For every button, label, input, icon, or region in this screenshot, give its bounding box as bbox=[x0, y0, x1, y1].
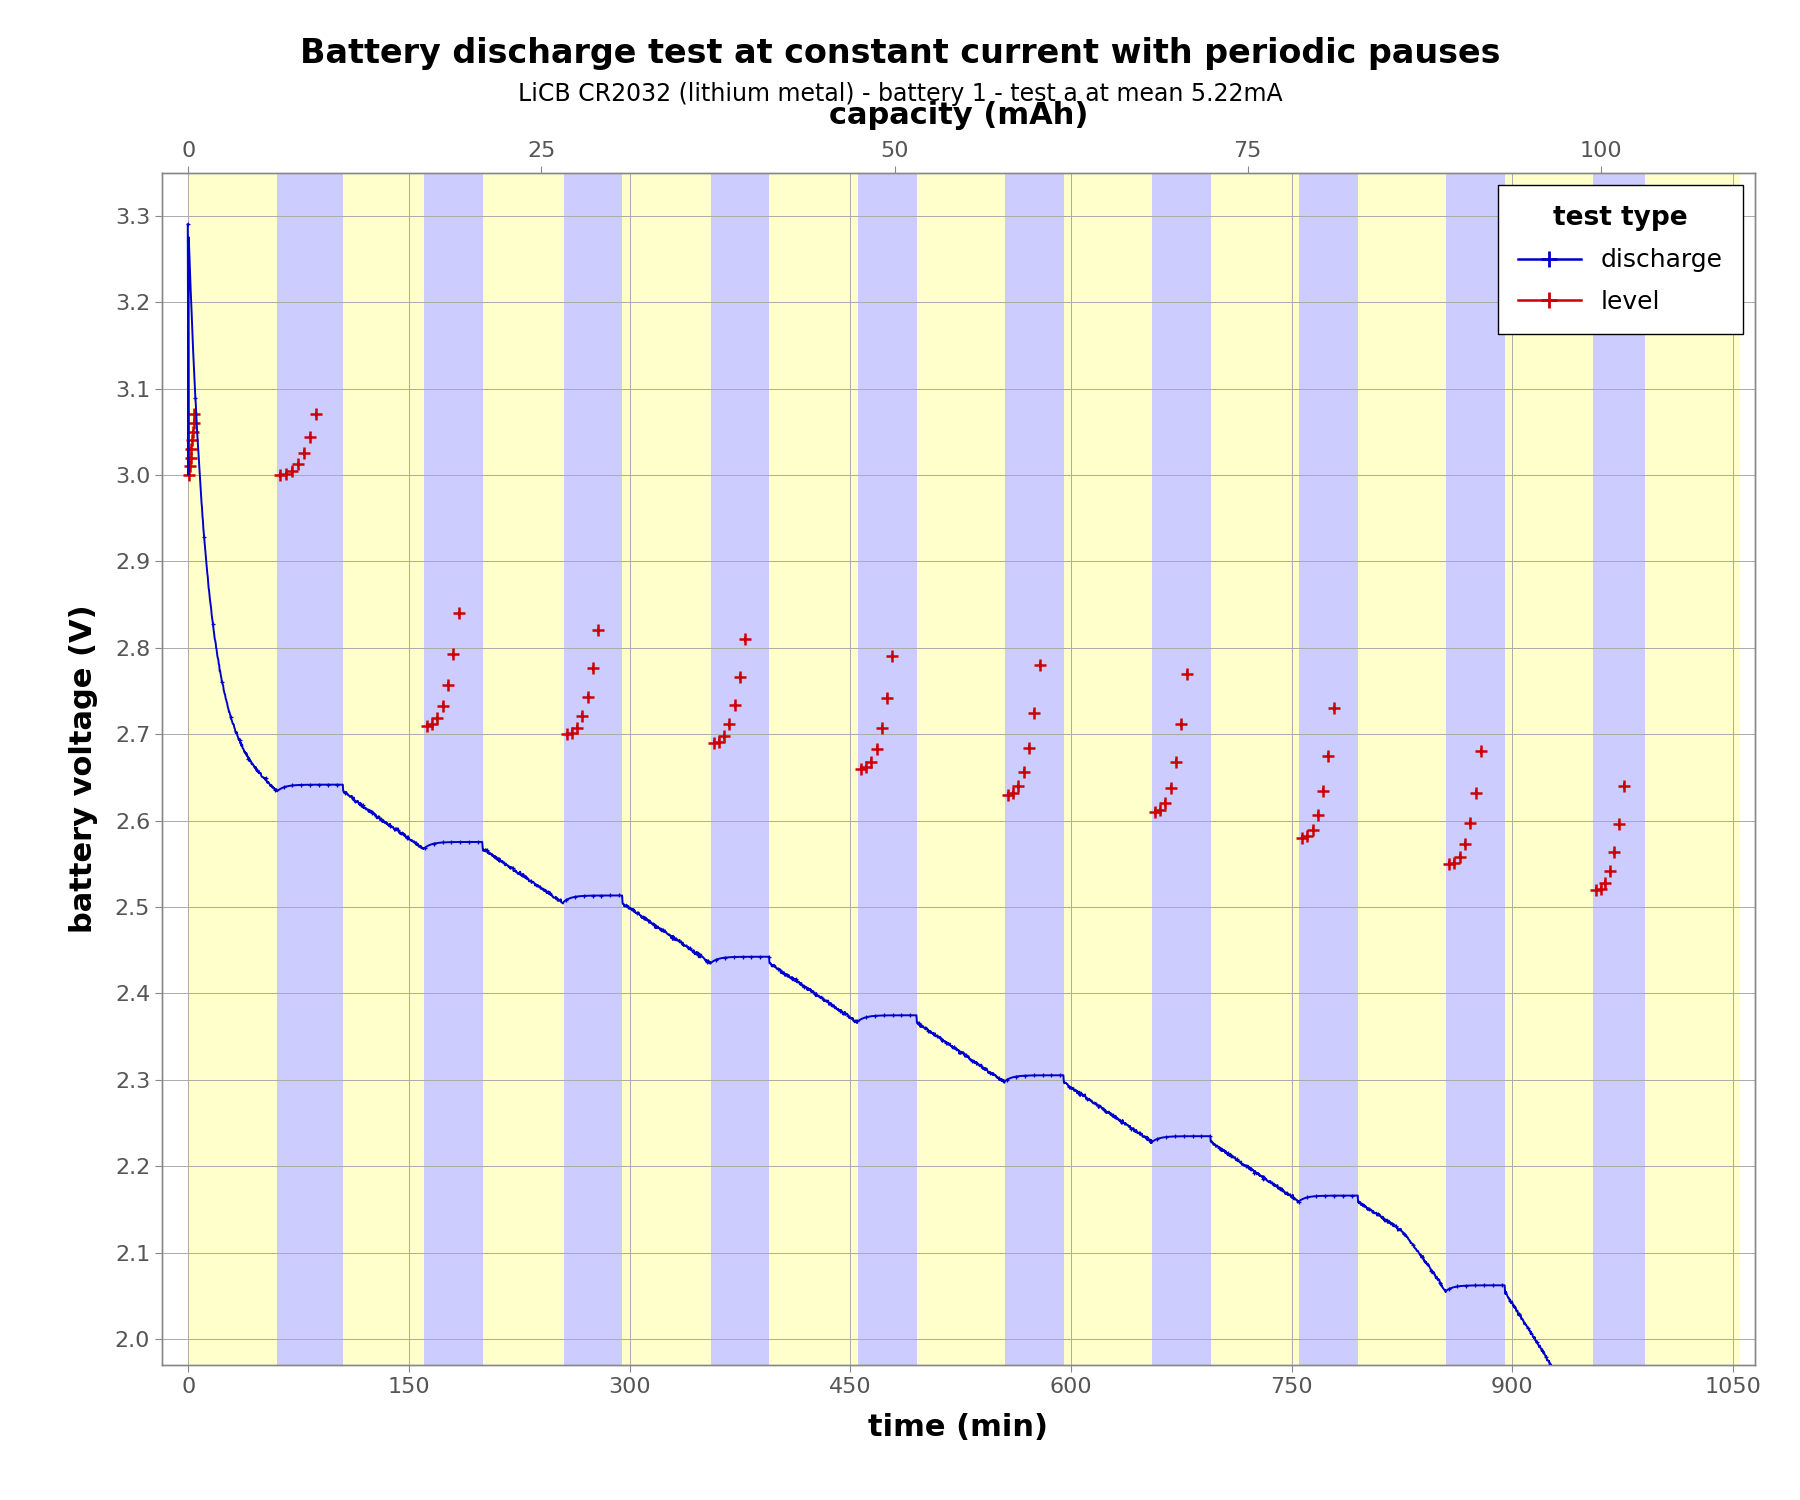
X-axis label: capacity (mAh): capacity (mAh) bbox=[828, 100, 1089, 130]
X-axis label: time (min): time (min) bbox=[868, 1413, 1048, 1443]
Bar bbox=[1593, 172, 1645, 1365]
Bar bbox=[1211, 172, 1300, 1365]
Bar bbox=[563, 172, 623, 1365]
Line: discharge: discharge bbox=[185, 222, 1744, 1500]
Bar bbox=[1505, 172, 1593, 1365]
Bar bbox=[189, 172, 277, 1365]
Text: Battery discharge test at constant current with periodic pauses: Battery discharge test at constant curre… bbox=[301, 38, 1499, 70]
Bar bbox=[344, 172, 423, 1365]
Bar bbox=[859, 172, 916, 1365]
discharge bbox=[1170, 1128, 1192, 1146]
Bar bbox=[277, 172, 344, 1365]
Y-axis label: battery voltage (V): battery voltage (V) bbox=[68, 604, 99, 933]
Bar bbox=[1445, 172, 1505, 1365]
Bar bbox=[769, 172, 859, 1365]
Bar bbox=[1300, 172, 1357, 1365]
Bar bbox=[711, 172, 769, 1365]
discharge bbox=[662, 928, 684, 946]
Bar bbox=[1152, 172, 1211, 1365]
Bar bbox=[916, 172, 1004, 1365]
Bar bbox=[623, 172, 711, 1365]
Bar bbox=[1645, 172, 1741, 1365]
Bar bbox=[423, 172, 482, 1365]
Bar bbox=[482, 172, 563, 1365]
Legend: discharge, level: discharge, level bbox=[1498, 184, 1742, 334]
Bar bbox=[1004, 172, 1064, 1365]
Text: LiCB CR2032 (lithium metal) - battery 1 - test a at mean 5.22mA: LiCB CR2032 (lithium metal) - battery 1 … bbox=[518, 82, 1282, 106]
discharge bbox=[765, 957, 787, 975]
discharge bbox=[176, 216, 198, 234]
discharge bbox=[360, 802, 382, 820]
Bar bbox=[1064, 172, 1152, 1365]
discharge bbox=[882, 1007, 904, 1025]
Bar bbox=[1357, 172, 1445, 1365]
